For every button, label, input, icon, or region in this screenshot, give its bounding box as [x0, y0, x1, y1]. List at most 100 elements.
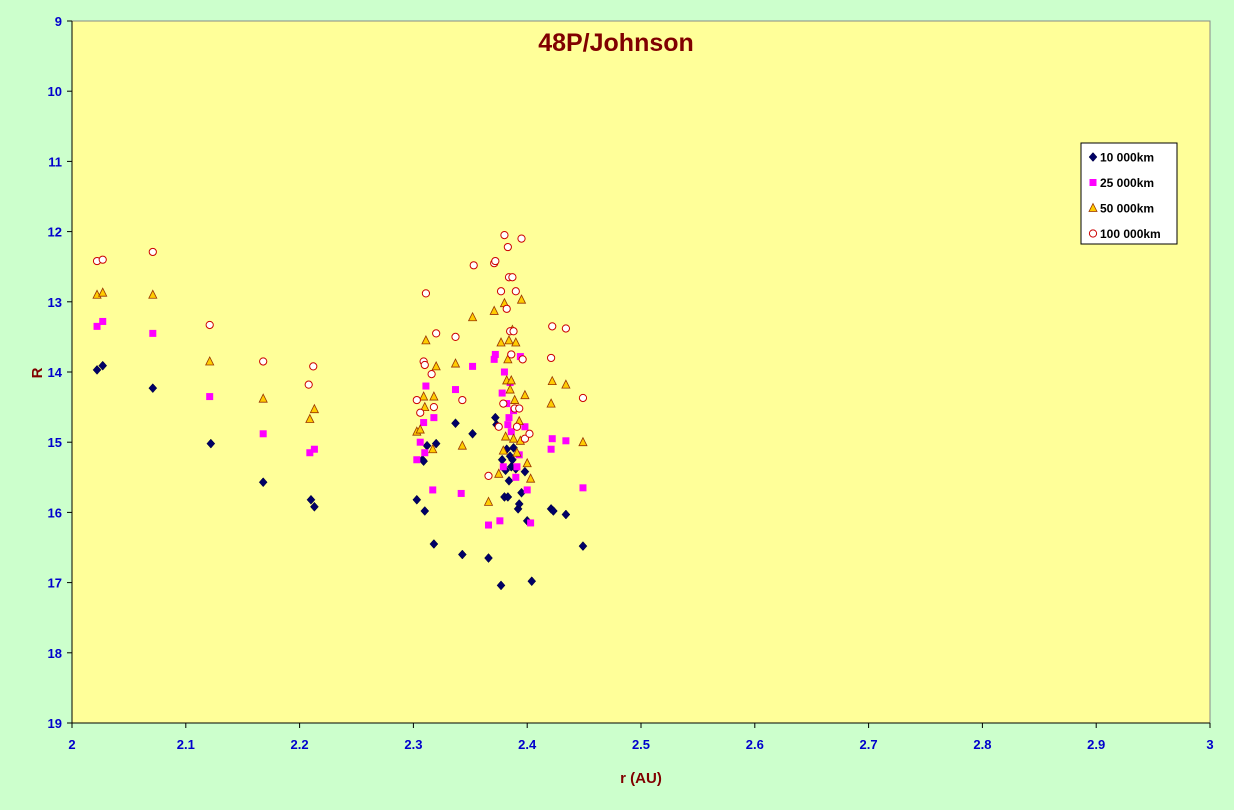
y-tick-label: 11 [48, 154, 62, 169]
data-point [525, 429, 534, 438]
data-point [431, 360, 441, 371]
data-point [578, 436, 588, 447]
data-point [498, 389, 506, 397]
data-point [432, 329, 441, 338]
data-point [419, 456, 428, 467]
x-tick-label: 3 [1206, 737, 1213, 752]
data-point [508, 273, 517, 282]
data-point [99, 317, 107, 325]
data-point [148, 289, 158, 299]
data-point [415, 424, 425, 434]
legend-label: 25 000km [1100, 176, 1154, 190]
data-point [505, 384, 515, 394]
y-tick-label: 19 [48, 716, 62, 731]
data-point [422, 382, 430, 390]
data-point [511, 337, 521, 347]
data-point [484, 471, 493, 480]
data-point [421, 289, 431, 298]
data-point [504, 335, 514, 345]
data-point [522, 457, 532, 468]
data-point [310, 445, 318, 453]
data-point [546, 398, 556, 408]
legend-marker [1089, 179, 1097, 186]
data-point [496, 337, 506, 347]
data-points [92, 231, 588, 591]
data-point [431, 438, 441, 449]
series-group [92, 360, 588, 591]
y-tick-label: 15 [48, 435, 62, 450]
data-point [503, 492, 513, 502]
data-point [259, 430, 267, 438]
x-tick-label: 2 [68, 737, 75, 752]
data-point [418, 391, 429, 401]
data-point [512, 422, 522, 431]
data-point [496, 517, 504, 525]
y-tick-label: 14 [48, 365, 63, 380]
data-point [490, 355, 498, 363]
data-point [485, 521, 493, 529]
data-point [421, 449, 429, 457]
data-point [420, 506, 430, 516]
x-axis-title: r (AU) [620, 770, 662, 787]
data-point [494, 422, 503, 431]
data-point [508, 454, 517, 465]
data-point [205, 356, 215, 366]
data-point [452, 386, 460, 394]
x-tick-label: 2.1 [177, 737, 195, 752]
legend-box [1080, 142, 1178, 245]
data-point [518, 355, 527, 364]
legend-label: 50 000km [1100, 202, 1154, 216]
data-point [457, 440, 467, 450]
data-point [527, 576, 537, 587]
data-point [511, 287, 520, 296]
data-point [503, 242, 512, 252]
data-point [515, 404, 524, 413]
y-axis-title: R [29, 367, 46, 378]
data-point [467, 311, 478, 322]
data-point [504, 421, 512, 429]
x-tick-label: 2.2 [291, 737, 309, 752]
y-tick-label: 18 [48, 646, 62, 661]
plot-area [71, 20, 1211, 724]
data-point [561, 324, 570, 333]
data-point [547, 375, 557, 386]
x-tick-label: 2.4 [518, 737, 537, 752]
data-point [513, 463, 521, 471]
data-point [489, 305, 499, 315]
y-tick-label: 9 [55, 14, 62, 29]
data-point [504, 475, 514, 486]
data-point [148, 247, 157, 257]
data-point [451, 332, 460, 341]
data-point [507, 428, 515, 436]
data-point [258, 393, 268, 403]
data-point [500, 431, 511, 441]
data-point [505, 414, 513, 422]
y-tick-label: 13 [48, 295, 62, 310]
data-point [561, 379, 571, 389]
data-point [428, 443, 438, 454]
series-group [92, 231, 588, 480]
data-point [427, 370, 436, 379]
data-point [512, 473, 520, 481]
data-point [509, 442, 518, 453]
data-point [523, 486, 531, 494]
data-point [503, 353, 513, 364]
data-point [259, 357, 268, 366]
data-point [457, 489, 465, 497]
data-point [549, 506, 558, 516]
data-point [309, 403, 320, 414]
data-point [506, 375, 516, 385]
data-point [309, 362, 318, 371]
data-point [494, 468, 504, 478]
data-point [546, 353, 556, 363]
data-point [98, 360, 108, 371]
x-tick-label: 2.9 [1087, 737, 1105, 752]
data-point [304, 380, 313, 389]
data-point [496, 287, 506, 296]
x-tick-label: 2.8 [973, 737, 991, 752]
data-point [521, 423, 529, 431]
data-point [502, 304, 511, 313]
legend-marker [1088, 152, 1098, 162]
data-point [498, 445, 508, 455]
data-point [413, 456, 421, 464]
